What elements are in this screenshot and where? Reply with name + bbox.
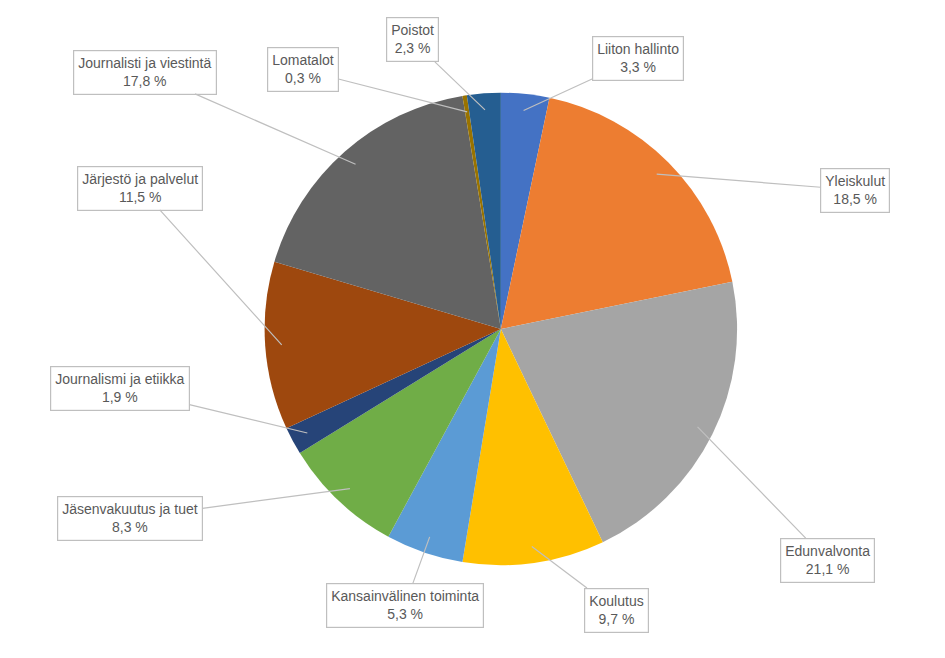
svg-text:Järjestö ja palvelut11,5 %: Järjestö ja palvelut11,5 % [82, 171, 198, 205]
svg-text:Edunvalvonta21,1 %: Edunvalvonta21,1 % [785, 543, 870, 577]
svg-text:Journalismi ja etiikka1,9 %: Journalismi ja etiikka1,9 % [55, 371, 184, 405]
svg-text:Yleiskulut18,5 %: Yleiskulut18,5 % [825, 173, 885, 207]
svg-text:Liiton hallinto3,3 %: Liiton hallinto3,3 % [597, 41, 679, 75]
svg-text:Koulutus9,7 %: Koulutus9,7 % [589, 593, 643, 627]
svg-text:Journalisti ja viestintä17,8 %: Journalisti ja viestintä17,8 % [78, 55, 211, 89]
svg-text:Jäsenvakuutus ja tuet8,3 %: Jäsenvakuutus ja tuet8,3 % [62, 501, 198, 535]
svg-text:Lomatalot0,3 %: Lomatalot0,3 % [272, 52, 334, 86]
svg-text:Kansainvälinen toiminta5,3 %: Kansainvälinen toiminta5,3 % [331, 588, 479, 622]
svg-text:Poistot2,3 %: Poistot2,3 % [391, 22, 434, 56]
